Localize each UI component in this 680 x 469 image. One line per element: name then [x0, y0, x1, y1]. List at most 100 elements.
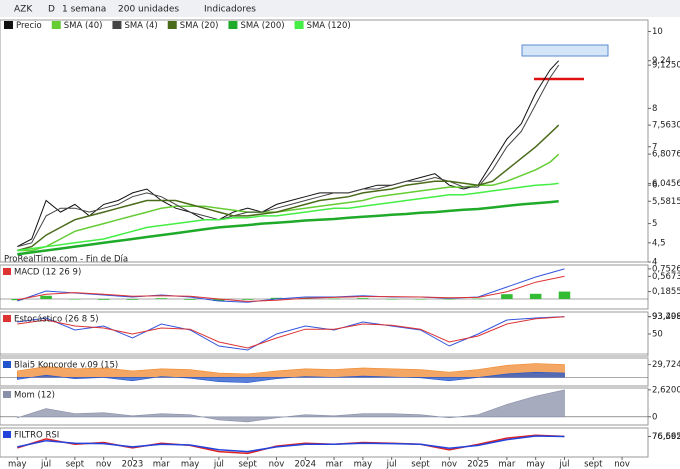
legend-swatch	[51, 21, 61, 29]
histogram-bar	[213, 299, 225, 301]
x-tick-label: nov	[614, 460, 630, 469]
y-tick-label: 0,7526	[652, 264, 680, 274]
x-tick-label: may	[8, 460, 27, 469]
histogram-bar	[328, 298, 340, 300]
legend-swatch	[4, 21, 13, 29]
indicator-title: Mom (12)	[14, 391, 55, 401]
y-tick-label: 9,24	[652, 56, 671, 66]
indicator-icon	[3, 268, 11, 275]
x-tick-label: nov	[96, 460, 112, 469]
panel-frame	[0, 19, 649, 263]
period[interactable]: 1 semana	[62, 5, 106, 15]
y-tick-label: 0,5673	[652, 272, 680, 282]
y-tick-label: 10	[652, 27, 663, 37]
histogram-bar	[40, 295, 52, 299]
legend-swatch	[294, 21, 304, 29]
x-tick-label: may	[181, 460, 200, 469]
panel-frame	[0, 387, 649, 426]
y-tick-label: 6	[652, 181, 657, 191]
legend-swatch	[112, 21, 122, 29]
legend-swatch	[228, 21, 238, 29]
series-line	[17, 316, 565, 349]
y-tick-label: 6,0456	[652, 179, 680, 189]
series-line	[17, 64, 560, 248]
indicators-menu[interactable]: Indicadores	[204, 5, 256, 15]
x-tick-label: jul	[213, 460, 224, 469]
x-tick-label: sept	[584, 460, 603, 469]
y-tick-label: 9,1250	[652, 61, 680, 71]
y-tick-label: 93,498	[652, 312, 680, 322]
x-tick-label: sept	[238, 460, 257, 469]
y-tick-label: 5	[652, 219, 657, 229]
series-line	[17, 316, 565, 351]
indicator-title: Estocástico (26 8 5)	[14, 315, 99, 325]
series-line	[17, 124, 560, 252]
x-tick-label: 2024	[294, 460, 316, 469]
y-tick-label: 6,8076	[652, 150, 680, 160]
histogram-bar	[529, 293, 542, 299]
x-tick-label: mar	[498, 460, 515, 469]
y-tick-label: 5,5815	[652, 197, 680, 207]
x-tick-label: may	[526, 460, 545, 469]
mode[interactable]: D	[48, 5, 55, 15]
histogram-bar	[414, 299, 427, 300]
y-tick-label: 7,5630	[652, 121, 680, 131]
x-tick-label: jul	[386, 460, 397, 469]
series-line	[17, 60, 560, 248]
y-tick-label: 50	[652, 330, 663, 340]
symbol[interactable]: AZK	[14, 5, 33, 15]
histogram-bar	[385, 299, 398, 300]
toolbar	[0, 0, 680, 17]
histogram-bar	[97, 299, 110, 300]
histogram-bar	[501, 294, 513, 299]
area	[17, 389, 565, 423]
y-tick-label: 7	[652, 142, 657, 152]
x-tick-label: mar	[153, 460, 170, 469]
y-tick-label: 4,5	[652, 238, 666, 248]
legend-label: SMA (120)	[307, 21, 351, 31]
series-line	[17, 182, 559, 252]
area	[17, 371, 565, 383]
histogram-bar	[357, 298, 369, 299]
x-tick-label: nov	[441, 460, 457, 469]
legend-swatch	[167, 21, 177, 29]
histogram-bar	[69, 299, 81, 300]
histogram-bar	[558, 291, 571, 299]
x-tick-label: jul	[40, 460, 51, 469]
panel-frame	[0, 357, 649, 387]
y-tick-label: 2,6200	[652, 385, 680, 395]
histogram-bar	[472, 298, 484, 300]
series-line	[17, 268, 565, 303]
histogram-bar	[155, 298, 168, 299]
x-tick-label: sept	[66, 460, 85, 469]
x-tick-label: 2023	[122, 460, 144, 469]
area	[17, 363, 565, 378]
indicator-icon	[3, 315, 11, 322]
x-tick-label: jul	[558, 460, 569, 469]
indicator-title: Blai5 Koncorde v.09 (15)	[14, 361, 118, 371]
indicator-icon	[3, 361, 11, 368]
legend-label: SMA (4)	[124, 21, 157, 31]
series-line	[17, 200, 559, 256]
y-tick-label: 0,1855	[652, 287, 680, 297]
series-line	[17, 435, 565, 453]
units[interactable]: 200 unidades	[118, 5, 179, 15]
x-tick-label: nov	[269, 460, 285, 469]
y-tick-label: 76,695	[652, 432, 680, 442]
histogram-bar	[126, 299, 139, 300]
indicator-title: FILTRO RSI	[14, 431, 59, 441]
legend-label: SMA (20)	[180, 21, 219, 31]
series-line	[17, 275, 565, 302]
indicator-icon	[3, 431, 11, 438]
panel-frame	[0, 427, 649, 458]
histogram-bar	[443, 299, 456, 300]
panel-frame	[0, 264, 649, 310]
x-tick-label: mar	[326, 460, 343, 469]
y-tick-label: 29,724	[652, 360, 680, 370]
y-tick-label: 93,209	[652, 312, 680, 322]
y-tick-label: 4	[652, 258, 657, 268]
y-tick-label: 76,562	[652, 432, 680, 442]
legend-label: Precio	[16, 21, 42, 31]
series-line	[17, 153, 560, 252]
